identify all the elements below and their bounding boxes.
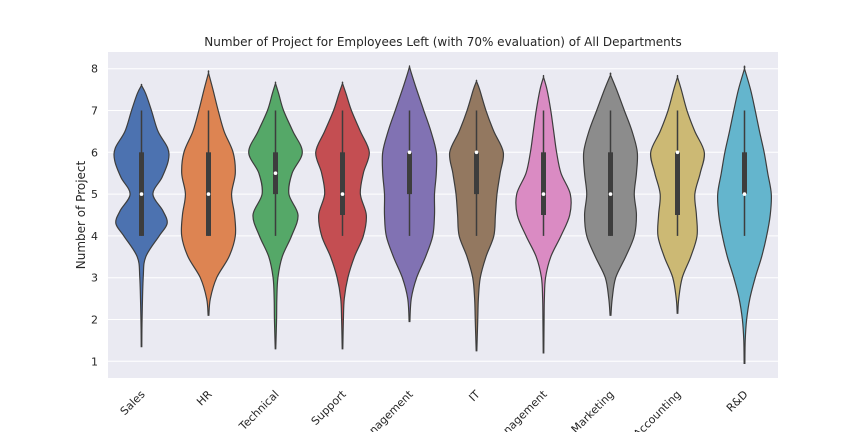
y-tick-label: 3 [91,272,98,285]
y-tick-label: 8 [91,63,98,76]
y-tick-label: 7 [91,105,98,118]
y-axis-ticks: 1 2 3 4 5 6 7 8 [91,63,98,369]
violin-median-point [742,192,747,196]
violin-median-point [608,192,613,196]
violin-median-point [407,150,412,155]
x-tick-label: Accounting [631,388,684,432]
y-tick-label: 2 [91,313,98,326]
violin-iqr-box [742,152,747,195]
x-tick-label: Marketing [569,388,617,432]
violin-iqr-box [474,152,479,195]
violin-median-point [340,192,345,196]
violin-iqr-box [340,152,345,215]
violin-median-point [273,171,278,176]
violins [113,65,773,364]
x-tick-label: Sales [118,388,148,418]
violin-iqr-box [407,152,412,195]
y-tick-label: 4 [91,230,98,243]
y-axis-label: Number of Project [74,160,88,269]
y-tick-label: 1 [91,355,98,368]
x-axis-ticks: Sales HR Technical Support nagement IT nagemen… [118,387,751,432]
x-tick-label: IT [466,388,482,404]
x-tick-label: R&D [724,388,751,415]
y-tick-label: 5 [91,188,98,201]
violin-median-point [541,192,546,196]
chart-title: Number of Project for Employees Left (wi… [204,35,681,49]
x-tick-label: nagement [367,387,416,432]
violin-median-point [675,150,680,155]
violin-median-point [206,192,211,196]
x-tick-label: Technical [236,388,282,432]
violin-median-point [474,150,479,155]
violin-iqr-box [541,152,546,215]
x-tick-label: Support [309,387,349,427]
violin-iqr-box [675,152,680,215]
x-tick-label: nagement [501,387,550,432]
y-tick-label: 6 [91,146,98,159]
x-tick-label: HR [194,388,215,409]
violin-median-point [139,192,144,196]
